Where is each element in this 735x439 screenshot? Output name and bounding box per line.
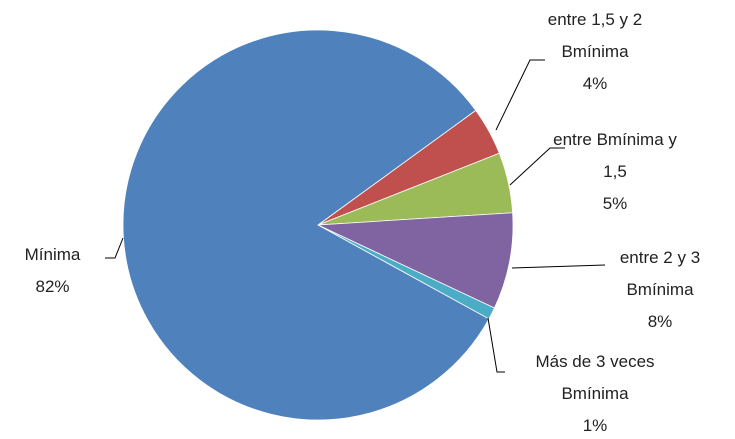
value-label: 82%: [35, 277, 70, 296]
data-label: entre 2 y 3 Bmínima 8%: [600, 242, 720, 338]
leader-line: [487, 317, 505, 373]
category-label: entre 2 y 3 Bmínima: [619, 248, 701, 299]
pie-slice: [317, 212, 514, 309]
value-label: 8%: [647, 312, 673, 331]
category-label: entre Bmínima y 1,5: [553, 130, 677, 181]
data-label: entre 1,5 y 2 Bmínima 4%: [520, 4, 670, 100]
value-label: 5%: [602, 194, 628, 213]
data-label: Más de 3 veces Bmínima 1%: [505, 346, 685, 439]
category-label: Más de 3 veces Bmínima: [535, 352, 655, 403]
value-label: 1%: [582, 416, 608, 435]
leader-line: [495, 59, 545, 131]
leader-line: [509, 147, 565, 186]
data-label: Mínima 82%: [0, 239, 105, 303]
pie-slice: [122, 29, 490, 421]
value-label: 4%: [582, 74, 608, 93]
leader-line: [105, 237, 124, 259]
leader-line: [511, 264, 606, 269]
data-label: entre Bmínima y 1,5 5%: [550, 124, 680, 220]
category-label: Mínima: [24, 245, 81, 264]
category-label: entre 1,5 y 2 Bmínima: [547, 10, 643, 61]
